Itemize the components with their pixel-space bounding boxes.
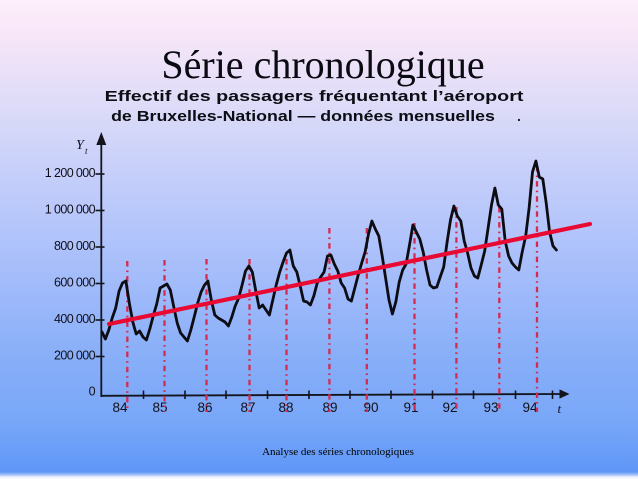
svg-text:400 000: 400 000 <box>54 312 96 326</box>
svg-text:94: 94 <box>522 400 538 415</box>
svg-text:92: 92 <box>442 400 457 415</box>
svg-text:200 000: 200 000 <box>54 349 96 363</box>
svg-text:86: 86 <box>197 400 212 415</box>
svg-text:0: 0 <box>89 385 96 399</box>
svg-text:t: t <box>85 146 88 156</box>
svg-text:1 000 000: 1 000 000 <box>45 203 96 217</box>
svg-text:88: 88 <box>278 400 293 415</box>
svg-text:89: 89 <box>322 400 337 415</box>
svg-text:t: t <box>558 401 562 416</box>
svg-text:84: 84 <box>112 400 128 415</box>
svg-text:91: 91 <box>403 400 418 415</box>
svg-text:Y: Y <box>76 138 86 153</box>
svg-text:800 000: 800 000 <box>54 239 96 253</box>
svg-text:85: 85 <box>152 400 167 415</box>
svg-text:600 000: 600 000 <box>54 276 96 290</box>
svg-text:90: 90 <box>363 400 378 415</box>
svg-text:1 200 000: 1 200 000 <box>45 166 96 180</box>
svg-text:87: 87 <box>240 400 255 415</box>
svg-text:93: 93 <box>483 400 498 415</box>
